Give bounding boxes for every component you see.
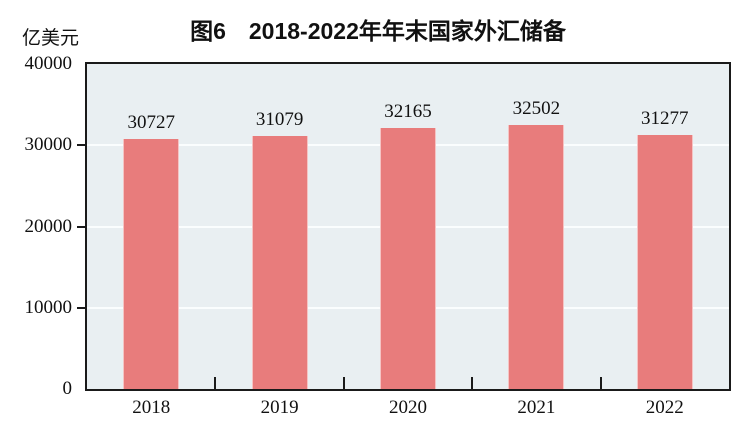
y-tick-label: 30000	[24, 134, 73, 156]
bar	[508, 124, 565, 389]
y-tick-label: 20000	[24, 215, 73, 237]
y-tick-label: 10000	[24, 296, 73, 318]
x-tick-label: 2020	[389, 397, 427, 418]
bar	[380, 127, 436, 389]
plot-area: 30727 31079 32165 32502 31277	[85, 62, 731, 391]
y-tick-mark	[77, 144, 86, 147]
x-tick-mark	[342, 377, 345, 389]
y-tick-label: 0	[62, 378, 73, 399]
y-tick-mark	[77, 306, 86, 309]
y-tick-label: 40000	[24, 53, 73, 74]
bar-value-label: 30727	[127, 112, 175, 134]
x-tick-label: 2019	[260, 397, 299, 418]
bar-value-label: 31079	[255, 109, 304, 131]
y-axis-unit-label: 亿美元	[22, 28, 80, 49]
bar	[251, 136, 308, 389]
x-tick-label: 2021	[517, 397, 556, 418]
bar	[123, 139, 180, 389]
x-tick-mark	[599, 377, 602, 389]
chart-title: 图6 2018-2022年年末国家外汇储备	[190, 18, 566, 44]
bar-value-label: 32165	[384, 100, 432, 122]
bar-value-label: 31277	[641, 107, 689, 129]
bar-value-label: 32502	[512, 97, 561, 119]
x-tick-label: 2022	[645, 397, 684, 418]
x-tick-mark	[214, 377, 217, 389]
x-tick-label: 2018	[132, 397, 171, 418]
x-tick-mark	[471, 377, 474, 389]
bar	[636, 134, 693, 389]
y-tick-mark	[77, 225, 86, 228]
